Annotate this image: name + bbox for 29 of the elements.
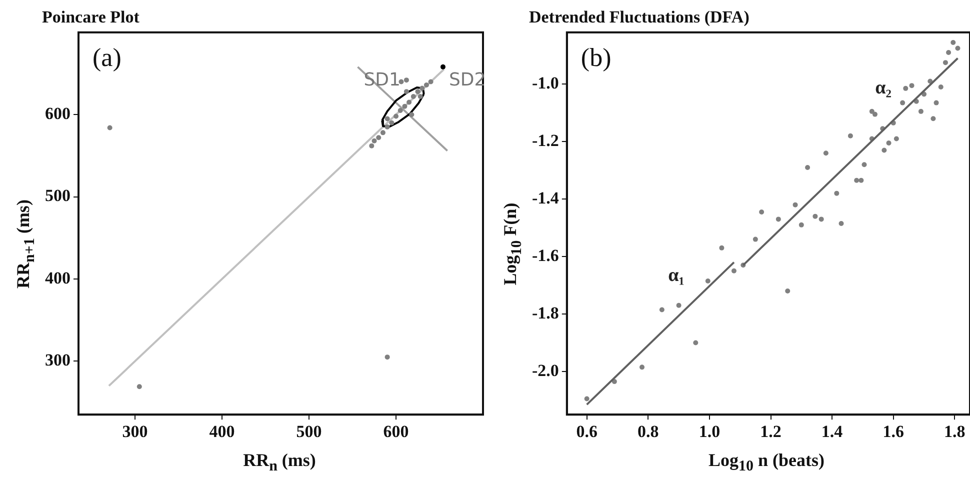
series-label: α₂ — [875, 77, 892, 98]
y-tick-label: -1.6 — [532, 246, 559, 265]
x-axis-title: RR$_{n}$ (ms) — [242, 450, 317, 476]
x-tick-label: 1.4 — [821, 422, 844, 442]
annotation: (a) — [92, 43, 122, 72]
x-tick-label: 1.2 — [760, 422, 782, 442]
y-tick-label: 600 — [45, 104, 70, 123]
x-axis-title: Log$_{10}$ n (beats) — [707, 450, 826, 476]
y-tick-label: -1.0 — [532, 74, 559, 93]
y-tick-label: -1.4 — [532, 188, 560, 208]
x-tick-label: 1.6 — [882, 422, 904, 442]
x-tick-label: 400 — [209, 422, 235, 442]
y-tick-label: 400 — [45, 268, 70, 288]
x-tick-label: 1.0 — [698, 422, 720, 442]
y-tick-label: -1.8 — [532, 303, 559, 322]
y-tick-label: -1.2 — [532, 130, 559, 150]
x-tick-label: 0.6 — [576, 422, 598, 442]
y-tick-label: -2.0 — [532, 360, 559, 380]
x-tick-label: 1.8 — [944, 422, 966, 442]
x-tick-label: 300 — [122, 422, 148, 442]
x-tick-label: 500 — [296, 422, 322, 442]
chart-title: Poincare Plot — [42, 8, 140, 27]
y-tick-label: 500 — [45, 186, 70, 206]
annotation: (b) — [580, 43, 612, 72]
y-tick-label: 300 — [45, 350, 70, 370]
x-tick-label: 600 — [383, 422, 409, 442]
series-label: α₁ — [668, 265, 684, 286]
x-tick-label: 0.8 — [638, 422, 659, 442]
chart-title: Detrended Fluctuations (DFA) — [529, 8, 750, 27]
